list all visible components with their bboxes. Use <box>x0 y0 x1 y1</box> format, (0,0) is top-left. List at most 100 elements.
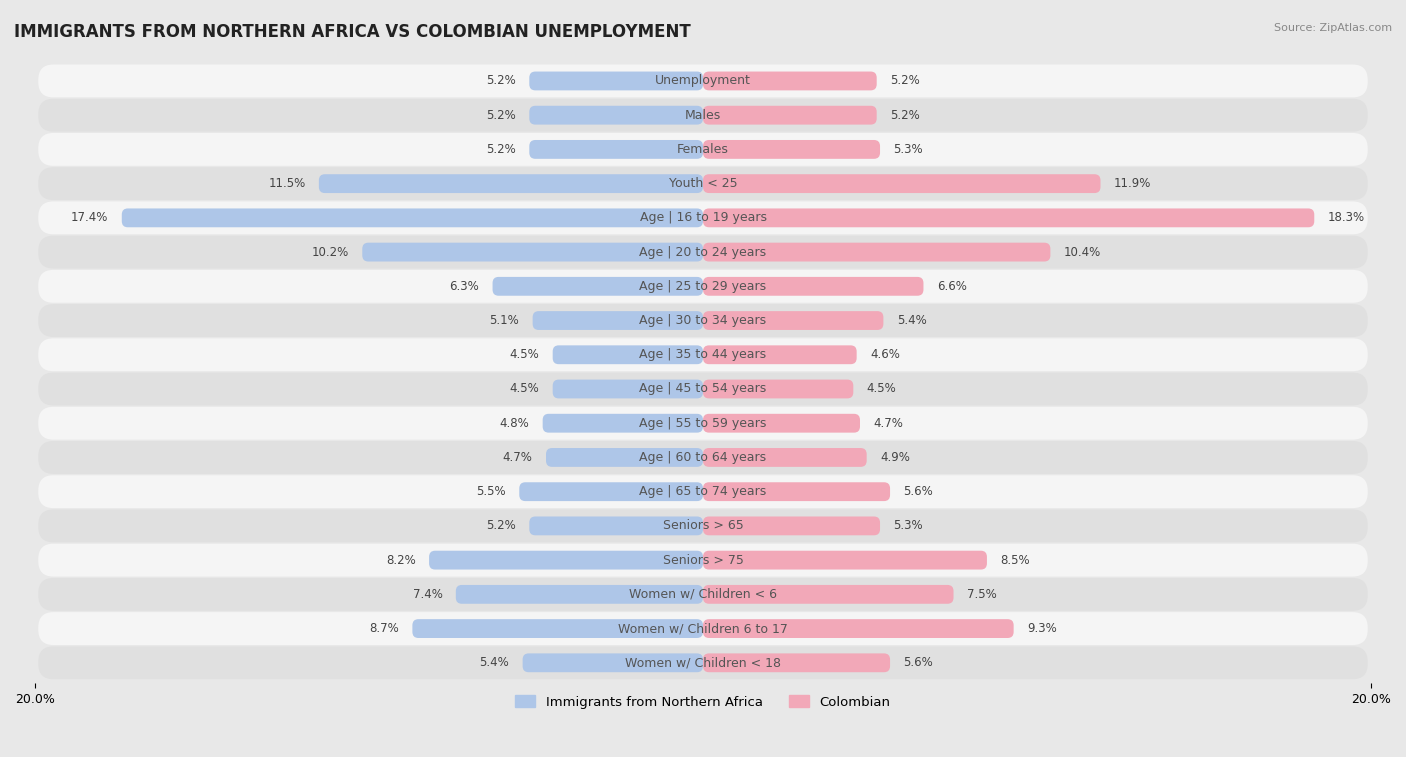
Text: Age | 16 to 19 years: Age | 16 to 19 years <box>640 211 766 224</box>
FancyBboxPatch shape <box>533 311 703 330</box>
FancyBboxPatch shape <box>492 277 703 296</box>
Text: 5.3%: 5.3% <box>893 519 922 532</box>
Text: 18.3%: 18.3% <box>1327 211 1365 224</box>
Text: 11.5%: 11.5% <box>269 177 305 190</box>
Text: Unemployment: Unemployment <box>655 74 751 88</box>
FancyBboxPatch shape <box>38 235 1368 269</box>
FancyBboxPatch shape <box>38 133 1368 166</box>
Text: Women w/ Children < 6: Women w/ Children < 6 <box>628 588 778 601</box>
Text: 5.4%: 5.4% <box>897 314 927 327</box>
Text: Age | 65 to 74 years: Age | 65 to 74 years <box>640 485 766 498</box>
FancyBboxPatch shape <box>553 379 703 398</box>
Text: Women w/ Children 6 to 17: Women w/ Children 6 to 17 <box>619 622 787 635</box>
Text: 5.2%: 5.2% <box>890 74 920 88</box>
Text: 8.5%: 8.5% <box>1000 553 1031 567</box>
FancyBboxPatch shape <box>703 345 856 364</box>
FancyBboxPatch shape <box>429 550 703 569</box>
FancyBboxPatch shape <box>703 550 987 569</box>
FancyBboxPatch shape <box>38 372 1368 406</box>
FancyBboxPatch shape <box>703 448 866 467</box>
Text: Age | 30 to 34 years: Age | 30 to 34 years <box>640 314 766 327</box>
Text: Youth < 25: Youth < 25 <box>669 177 737 190</box>
FancyBboxPatch shape <box>703 379 853 398</box>
FancyBboxPatch shape <box>703 653 890 672</box>
Text: 9.3%: 9.3% <box>1026 622 1057 635</box>
Text: Source: ZipAtlas.com: Source: ZipAtlas.com <box>1274 23 1392 33</box>
FancyBboxPatch shape <box>703 414 860 433</box>
Text: 7.5%: 7.5% <box>967 588 997 601</box>
Text: Age | 35 to 44 years: Age | 35 to 44 years <box>640 348 766 361</box>
Text: 5.2%: 5.2% <box>486 519 516 532</box>
FancyBboxPatch shape <box>703 277 924 296</box>
FancyBboxPatch shape <box>703 311 883 330</box>
FancyBboxPatch shape <box>703 174 1101 193</box>
FancyBboxPatch shape <box>703 106 877 125</box>
Text: Females: Females <box>678 143 728 156</box>
FancyBboxPatch shape <box>529 72 703 90</box>
FancyBboxPatch shape <box>519 482 703 501</box>
Text: 5.6%: 5.6% <box>904 656 934 669</box>
Text: 5.2%: 5.2% <box>890 109 920 122</box>
FancyBboxPatch shape <box>38 64 1368 98</box>
Legend: Immigrants from Northern Africa, Colombian: Immigrants from Northern Africa, Colombi… <box>510 690 896 714</box>
FancyBboxPatch shape <box>38 544 1368 577</box>
FancyBboxPatch shape <box>319 174 703 193</box>
Text: 5.2%: 5.2% <box>486 74 516 88</box>
FancyBboxPatch shape <box>122 208 703 227</box>
Text: 4.5%: 4.5% <box>509 348 540 361</box>
FancyBboxPatch shape <box>38 612 1368 645</box>
FancyBboxPatch shape <box>703 72 877 90</box>
FancyBboxPatch shape <box>523 653 703 672</box>
Text: 5.1%: 5.1% <box>489 314 519 327</box>
FancyBboxPatch shape <box>38 509 1368 542</box>
FancyBboxPatch shape <box>703 208 1315 227</box>
FancyBboxPatch shape <box>703 243 1050 261</box>
FancyBboxPatch shape <box>529 516 703 535</box>
Text: 5.3%: 5.3% <box>893 143 922 156</box>
Text: 5.2%: 5.2% <box>486 143 516 156</box>
Text: Age | 20 to 24 years: Age | 20 to 24 years <box>640 245 766 259</box>
FancyBboxPatch shape <box>703 585 953 604</box>
Text: 17.4%: 17.4% <box>72 211 108 224</box>
Text: 4.9%: 4.9% <box>880 451 910 464</box>
FancyBboxPatch shape <box>38 441 1368 474</box>
FancyBboxPatch shape <box>456 585 703 604</box>
FancyBboxPatch shape <box>553 345 703 364</box>
Text: 6.3%: 6.3% <box>450 280 479 293</box>
Text: 4.5%: 4.5% <box>866 382 897 395</box>
Text: 4.5%: 4.5% <box>509 382 540 395</box>
FancyBboxPatch shape <box>703 482 890 501</box>
FancyBboxPatch shape <box>703 140 880 159</box>
Text: 10.4%: 10.4% <box>1064 245 1101 259</box>
FancyBboxPatch shape <box>363 243 703 261</box>
Text: Age | 60 to 64 years: Age | 60 to 64 years <box>640 451 766 464</box>
FancyBboxPatch shape <box>703 619 1014 638</box>
FancyBboxPatch shape <box>38 475 1368 508</box>
Text: Women w/ Children < 18: Women w/ Children < 18 <box>626 656 780 669</box>
Text: 5.4%: 5.4% <box>479 656 509 669</box>
Text: 4.8%: 4.8% <box>499 416 529 430</box>
Text: Age | 25 to 29 years: Age | 25 to 29 years <box>640 280 766 293</box>
FancyBboxPatch shape <box>38 407 1368 440</box>
Text: 7.4%: 7.4% <box>412 588 443 601</box>
Text: 8.2%: 8.2% <box>387 553 416 567</box>
FancyBboxPatch shape <box>38 167 1368 200</box>
Text: Seniors > 75: Seniors > 75 <box>662 553 744 567</box>
FancyBboxPatch shape <box>529 140 703 159</box>
FancyBboxPatch shape <box>38 578 1368 611</box>
Text: 4.7%: 4.7% <box>503 451 533 464</box>
Text: 11.9%: 11.9% <box>1114 177 1152 190</box>
Text: 6.6%: 6.6% <box>936 280 967 293</box>
Text: 10.2%: 10.2% <box>312 245 349 259</box>
Text: 5.5%: 5.5% <box>477 485 506 498</box>
Text: Age | 45 to 54 years: Age | 45 to 54 years <box>640 382 766 395</box>
Text: Age | 55 to 59 years: Age | 55 to 59 years <box>640 416 766 430</box>
FancyBboxPatch shape <box>38 646 1368 679</box>
Text: 8.7%: 8.7% <box>370 622 399 635</box>
FancyBboxPatch shape <box>543 414 703 433</box>
FancyBboxPatch shape <box>38 338 1368 371</box>
FancyBboxPatch shape <box>38 270 1368 303</box>
Text: Males: Males <box>685 109 721 122</box>
FancyBboxPatch shape <box>38 201 1368 234</box>
FancyBboxPatch shape <box>38 304 1368 337</box>
